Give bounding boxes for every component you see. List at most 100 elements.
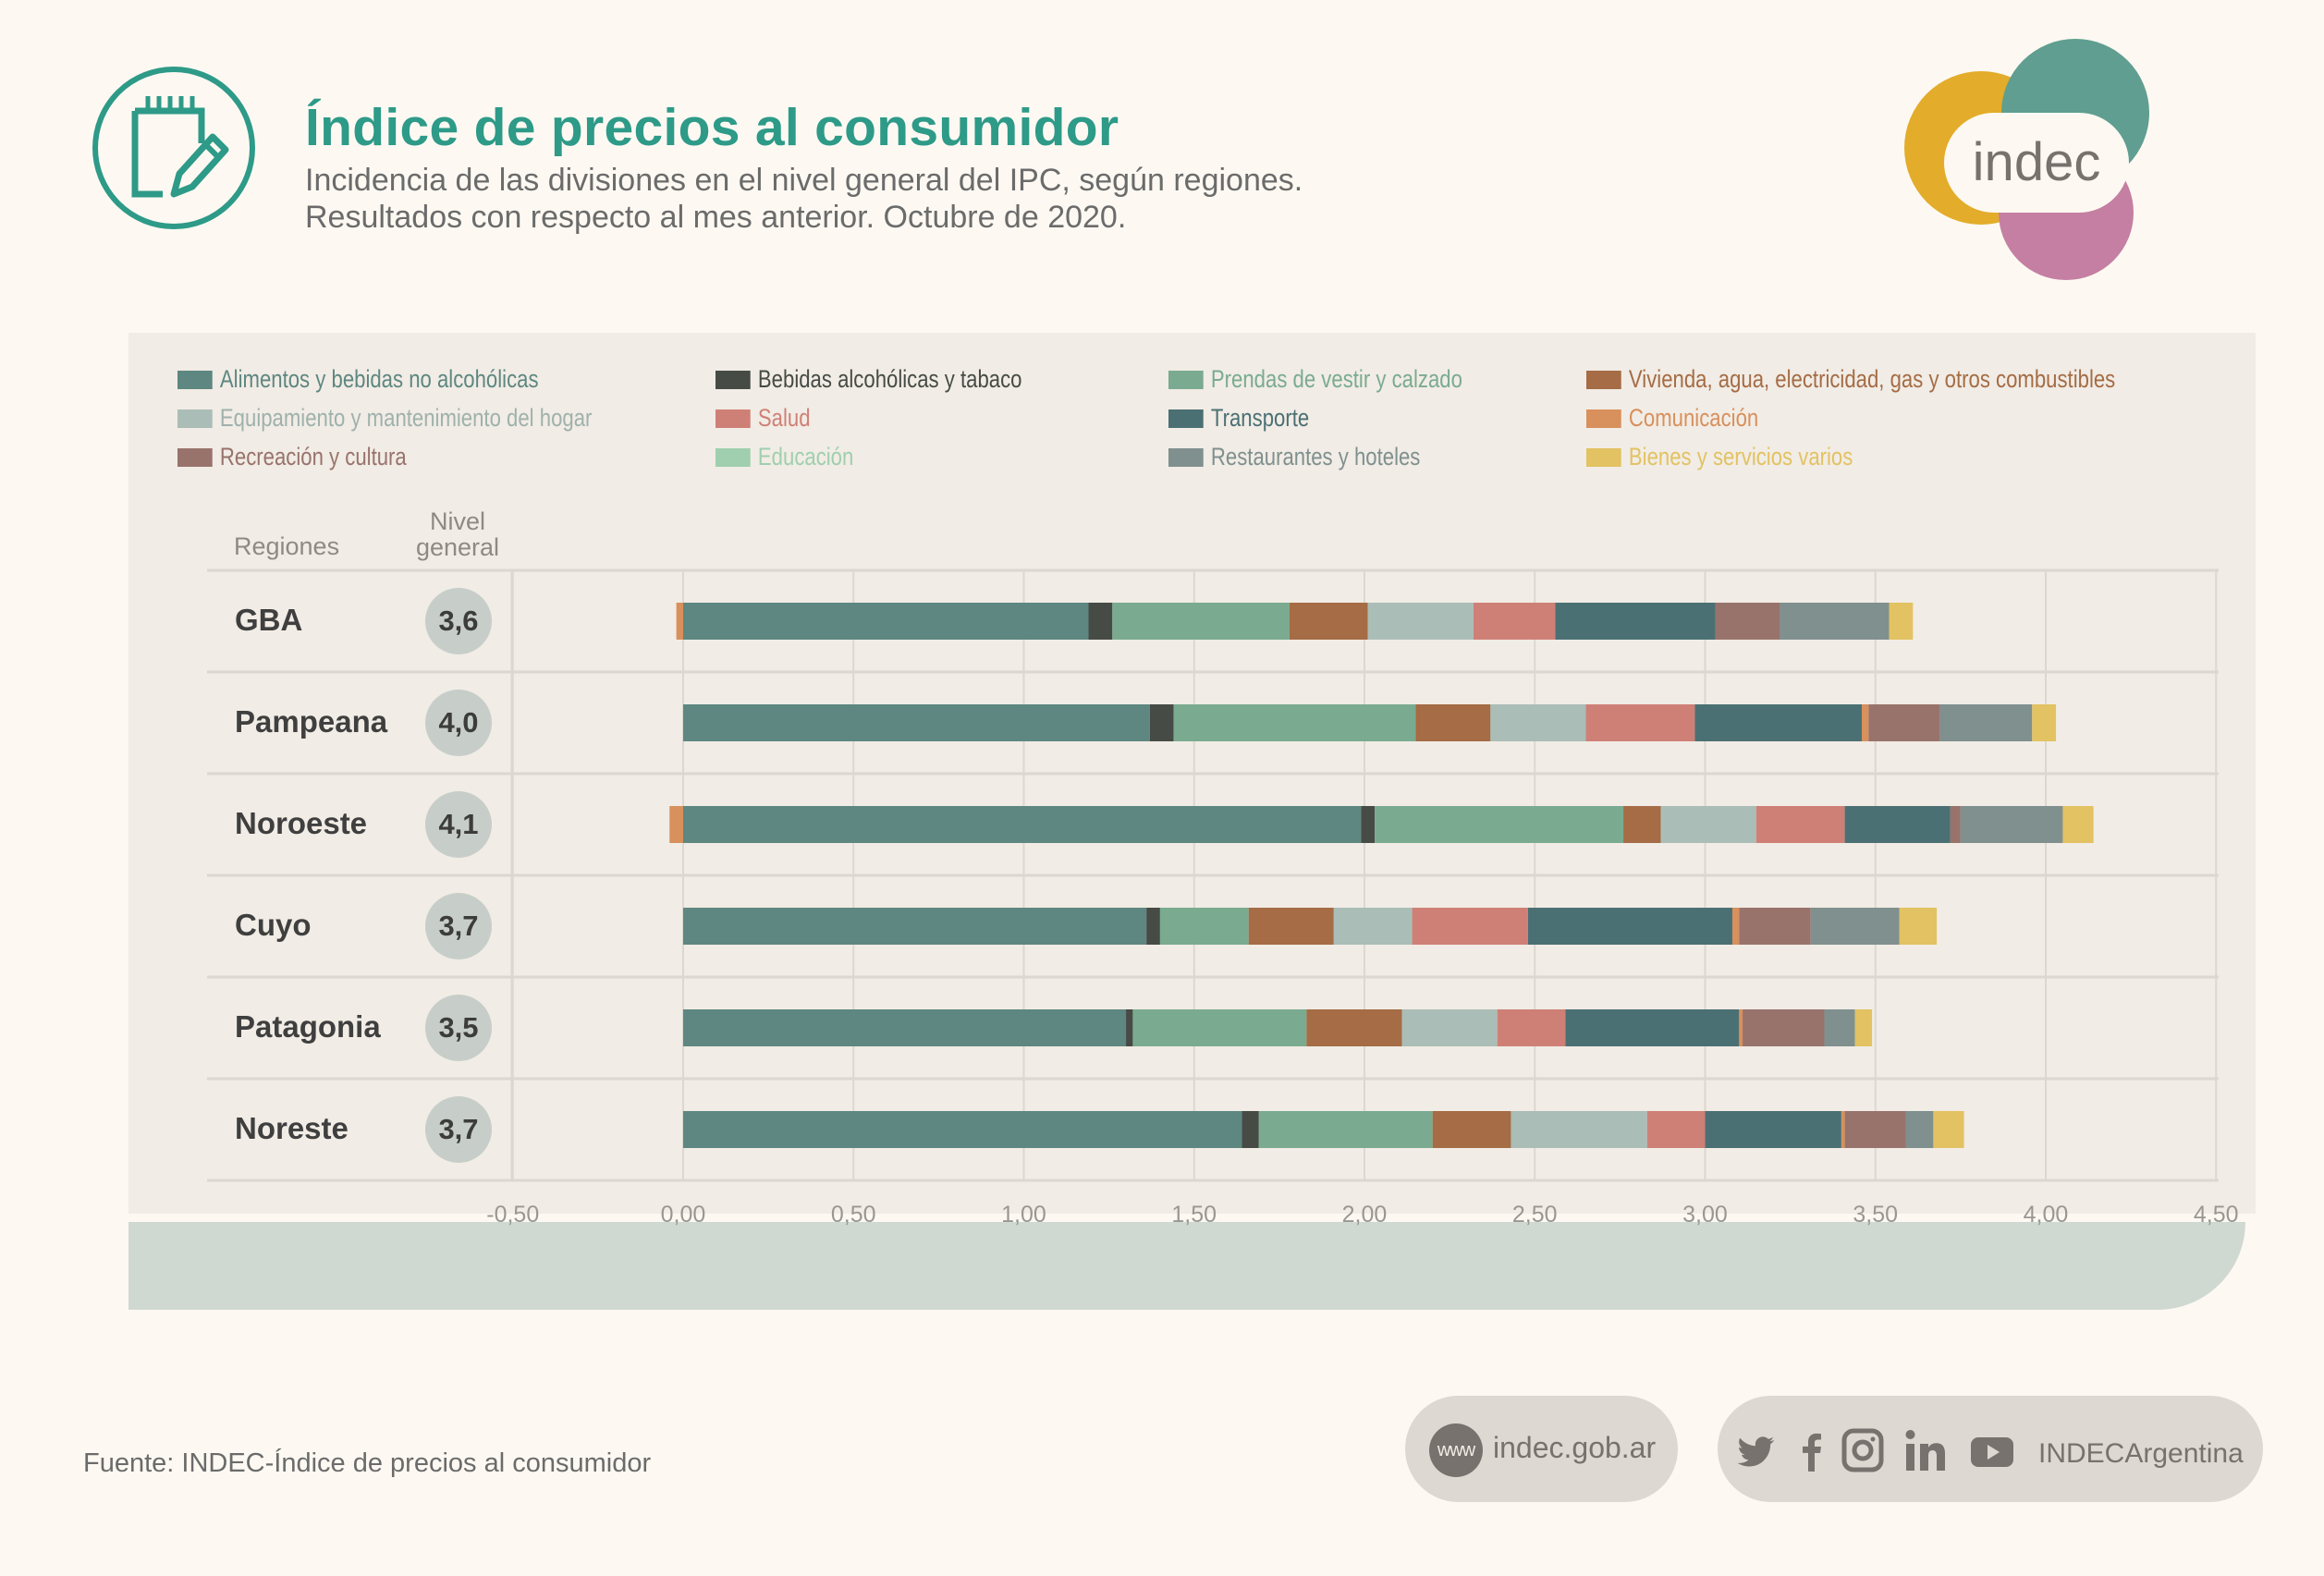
notepad-pencil-icon [92, 67, 255, 229]
bar-segment [1950, 806, 1961, 843]
bar-segment [1367, 603, 1474, 640]
bar-segment [1743, 1009, 1825, 1046]
bar-segment [1490, 704, 1586, 741]
bar-segment [1473, 603, 1556, 640]
legend-item: Alimentos y bebidas no alcohólicas [177, 365, 539, 394]
bar-segment [1289, 603, 1368, 640]
bar-segment [2032, 704, 2057, 741]
youtube-icon[interactable] [1969, 1423, 2015, 1477]
bar-segment [1112, 603, 1290, 640]
instagram-icon[interactable] [1840, 1423, 1886, 1477]
legend-item: Bebidas alcohólicas y tabaco [716, 365, 1021, 394]
bar-segment [1899, 908, 1938, 945]
bar-segment [1868, 704, 1940, 741]
bar-segment [1248, 908, 1334, 945]
legend-item: Bienes y servicios varios [1586, 443, 1853, 471]
general-level-badge: 3,7 [425, 893, 492, 959]
general-level-badge: 4,1 [425, 791, 492, 858]
bar-segment [1173, 704, 1416, 741]
legend-label: Equipamiento y mantenimiento del hogar [219, 404, 593, 432]
bar-segment [1844, 1111, 1906, 1148]
legend-item: Vivienda, agua, electricidad, gas y otro… [1586, 365, 2115, 394]
x-tick-label: 1,00 [1001, 1202, 1046, 1228]
x-tick-label: 3,00 [1682, 1202, 1728, 1228]
general-level-badge: 3,7 [425, 1096, 492, 1163]
legend-swatch [1168, 370, 1204, 389]
x-tick-label: 1,50 [1171, 1202, 1217, 1228]
x-tick-label: 2,00 [1342, 1202, 1388, 1228]
facebook-icon[interactable] [1789, 1423, 1835, 1477]
region-label: Pampeana [235, 704, 388, 739]
legend-swatch [716, 409, 751, 428]
bar-segment [1511, 1111, 1647, 1148]
bar-segment [1497, 1009, 1566, 1046]
legend-label: Salud [757, 404, 811, 432]
x-tick-label: 2,50 [1512, 1202, 1558, 1228]
legend-label: Recreación y cultura [219, 443, 407, 470]
legend-item: Comunicación [1586, 404, 1758, 433]
legend-label: Transporte [1210, 404, 1310, 432]
bar-segment [1660, 806, 1756, 843]
legend-label: Restaurantes y hoteles [1210, 443, 1421, 470]
x-tick-label: 4,00 [2024, 1202, 2069, 1228]
bar-segment [1415, 704, 1491, 741]
bar-segment [1149, 704, 1174, 741]
bar-segment [1739, 1009, 1743, 1046]
website-text[interactable]: indec.gob.ar [1493, 1431, 1657, 1464]
bar-segment [1126, 1009, 1133, 1046]
indec-logo: indec [1904, 39, 2149, 280]
general-level-badge: 4,0 [425, 690, 492, 756]
bar-segment [1844, 806, 1951, 843]
region-label: Cuyo [235, 908, 312, 942]
bar-segment [683, 908, 1147, 945]
bar-segment [1780, 603, 1890, 640]
bar-segment [1933, 1111, 1964, 1148]
bar-segment [683, 704, 1150, 741]
bar-segment [1939, 704, 2033, 741]
bar-segment [1555, 603, 1716, 640]
legend-swatch [1586, 447, 1621, 467]
column-header-level-line2: general [415, 533, 500, 561]
bar-segment [1854, 1009, 1873, 1046]
legend-label: Bienes y servicios varios [1628, 443, 1853, 470]
bar-segment [1646, 1111, 1706, 1148]
legend-label: Prendas de vestir y calzado [1210, 365, 1462, 393]
bar-segment [1889, 603, 1914, 640]
x-tick-label: 0,00 [661, 1202, 706, 1228]
page-title: Índice de precios al consumidor [305, 98, 1119, 157]
region-label: GBA [235, 603, 303, 637]
legend-swatch [177, 409, 213, 428]
bar-segment [1731, 908, 1740, 945]
legend-swatch [716, 447, 751, 467]
legend-swatch [177, 447, 213, 467]
bar-segment [2062, 806, 2094, 843]
legend-label: Comunicación [1628, 404, 1759, 432]
bar-segment [1132, 1009, 1307, 1046]
x-tick-label: 0,50 [831, 1202, 876, 1228]
column-header-level: Nivel general [407, 508, 508, 560]
column-header-regions: Regiones [234, 532, 340, 560]
bar-segment [1841, 1111, 1845, 1148]
bar-segment [1432, 1111, 1511, 1148]
bar-segment [1755, 806, 1845, 843]
bar-segment [676, 603, 683, 640]
legend-swatch [1168, 409, 1204, 428]
bar-segment [1412, 908, 1528, 945]
linkedin-icon[interactable] [1902, 1423, 1949, 1477]
legend-label: Educación [757, 443, 854, 470]
region-label: Patagonia [235, 1009, 381, 1044]
legend-label: Bebidas alcohólicas y tabaco [757, 365, 1022, 393]
x-tick-label: 4,50 [2194, 1202, 2239, 1228]
bar-segment [669, 806, 683, 843]
general-level-badge: 3,5 [425, 995, 492, 1061]
decorative-strip [128, 1222, 2245, 1310]
legend-swatch [1586, 370, 1621, 389]
bar-segment [1905, 1111, 1934, 1148]
column-header-level-line1: Nivel [429, 507, 485, 535]
social-handle[interactable]: INDECArgentina [2038, 1438, 2244, 1469]
twitter-icon[interactable] [1733, 1423, 1780, 1477]
bar-segment [683, 1111, 1242, 1148]
legend-item: Recreación y cultura [177, 443, 407, 471]
bar-segment [1824, 1009, 1855, 1046]
